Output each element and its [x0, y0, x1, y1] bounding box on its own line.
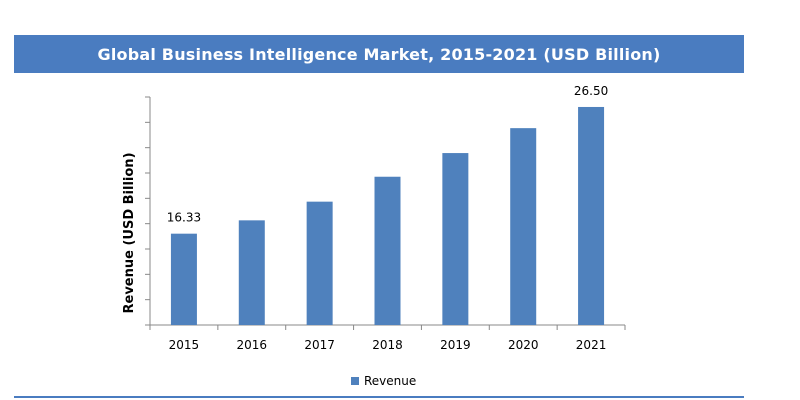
- bar-2018: [374, 176, 401, 325]
- chart-title-band: Global Business Intelligence Market, 201…: [14, 35, 744, 73]
- x-tick-label-2019: 2019: [440, 338, 471, 352]
- x-tick-label-2020: 2020: [508, 338, 539, 352]
- x-tick-label-2015: 2015: [169, 338, 200, 352]
- bar-series-revenue: [170, 106, 605, 325]
- bottom-divider: [14, 396, 744, 398]
- chart-title: Global Business Intelligence Market, 201…: [97, 44, 661, 64]
- x-tick-label-2021: 2021: [576, 338, 607, 352]
- bar-2017: [306, 201, 333, 325]
- bar-2016: [238, 220, 265, 325]
- bar-2021: [578, 106, 605, 325]
- bar-2015: [170, 233, 197, 325]
- x-axis: 2015 2016 2017 2018 2019 2020 2021: [149, 324, 626, 352]
- data-label-2015: 16.33: [167, 211, 201, 225]
- bar-2019: [442, 153, 469, 325]
- bar-2020: [510, 128, 537, 325]
- y-axis: [145, 96, 151, 326]
- data-labels: 16.33 26.50: [167, 84, 609, 225]
- y-axis-label: Revenue (USD Billion): [122, 152, 137, 313]
- legend-swatch-revenue: [351, 377, 359, 385]
- legend: Revenue: [351, 374, 416, 388]
- x-tick-label-2016: 2016: [237, 338, 268, 352]
- x-tick-label-2017: 2017: [304, 338, 335, 352]
- legend-label-revenue: Revenue: [364, 374, 416, 388]
- data-label-2021: 26.50: [574, 84, 608, 98]
- x-tick-label-2018: 2018: [372, 338, 403, 352]
